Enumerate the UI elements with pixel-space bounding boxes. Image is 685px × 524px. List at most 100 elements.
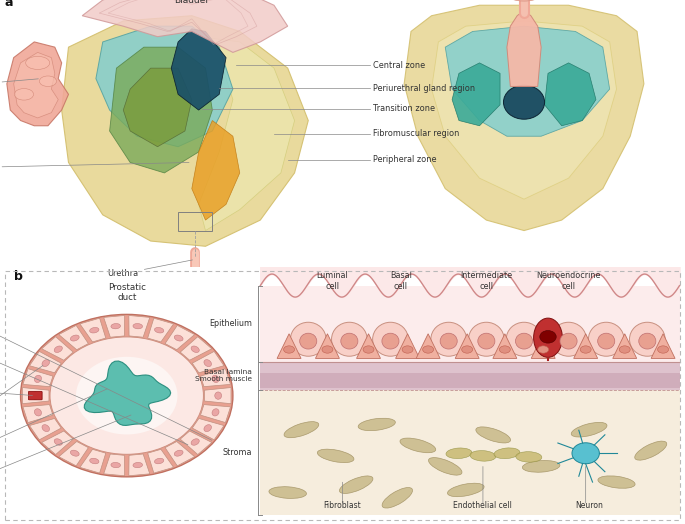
Text: Lumen: Lumen [0,389,107,453]
Text: Neuroendocrine
cell: Neuroendocrine cell [0,380,32,400]
Polygon shape [651,334,675,358]
Polygon shape [315,334,340,358]
Ellipse shape [619,346,630,353]
Ellipse shape [499,346,510,353]
Polygon shape [416,334,440,358]
Ellipse shape [551,322,586,356]
Ellipse shape [174,450,183,456]
Polygon shape [129,454,150,476]
Text: Bladder: Bladder [174,0,210,5]
Ellipse shape [212,375,219,383]
Polygon shape [29,419,61,440]
Ellipse shape [26,57,49,70]
Ellipse shape [560,333,577,349]
Polygon shape [356,334,381,358]
Text: Seminal
vesicle: Seminal vesicle [0,74,38,94]
Ellipse shape [508,0,540,1]
Polygon shape [59,442,88,466]
Polygon shape [507,10,541,86]
Ellipse shape [440,333,457,349]
Ellipse shape [111,323,121,329]
Ellipse shape [523,461,560,472]
Polygon shape [180,431,212,454]
Ellipse shape [71,335,79,341]
Ellipse shape [373,322,408,356]
Text: Basal lamina
Smooth muscle: Basal lamina Smooth muscle [195,369,252,383]
Polygon shape [192,121,240,220]
Ellipse shape [300,333,316,349]
Ellipse shape [516,333,532,349]
Ellipse shape [42,424,49,432]
Ellipse shape [341,333,358,349]
Ellipse shape [588,322,624,356]
Ellipse shape [476,427,510,443]
Ellipse shape [155,328,164,333]
Polygon shape [14,52,58,118]
Polygon shape [165,325,195,350]
Polygon shape [531,334,555,358]
FancyBboxPatch shape [260,373,680,388]
Polygon shape [84,361,171,425]
Polygon shape [171,29,226,110]
Text: Luminal cell: Luminal cell [0,365,43,424]
Text: Epithelium: Epithelium [209,319,252,328]
Ellipse shape [322,346,333,353]
Polygon shape [62,16,308,246]
Ellipse shape [402,346,413,353]
Ellipse shape [639,333,656,349]
Ellipse shape [284,422,319,438]
Text: Neuroendocrine
cell: Neuroendocrine cell [536,271,601,291]
Text: Peripheral zone: Peripheral zone [373,155,437,165]
Polygon shape [23,369,53,387]
Ellipse shape [133,323,142,329]
Ellipse shape [447,483,484,497]
Text: Luminal
cell: Luminal cell [316,271,348,291]
Ellipse shape [580,346,591,353]
Text: Prostatic
duct: Prostatic duct [108,283,146,302]
Polygon shape [396,334,419,358]
Polygon shape [80,318,105,342]
Polygon shape [493,334,516,358]
Text: Stroma: Stroma [223,448,252,457]
Polygon shape [110,47,212,173]
FancyBboxPatch shape [29,391,42,400]
Polygon shape [205,388,231,403]
Ellipse shape [332,322,367,356]
Ellipse shape [358,418,395,431]
Ellipse shape [506,322,542,356]
Polygon shape [455,334,480,358]
Ellipse shape [571,422,607,437]
Ellipse shape [400,438,436,453]
Polygon shape [573,334,598,358]
Bar [178,212,212,231]
Ellipse shape [39,76,56,86]
Ellipse shape [155,458,164,464]
Ellipse shape [90,328,99,333]
Ellipse shape [54,346,62,353]
Polygon shape [201,405,230,422]
Ellipse shape [212,409,219,416]
Ellipse shape [446,448,472,458]
Polygon shape [29,352,61,373]
Ellipse shape [111,462,121,468]
Ellipse shape [503,85,545,119]
Polygon shape [201,369,230,387]
Ellipse shape [516,452,542,462]
Ellipse shape [204,424,212,432]
Polygon shape [180,337,212,360]
Ellipse shape [133,462,142,468]
Ellipse shape [340,476,373,494]
Ellipse shape [470,451,496,461]
Ellipse shape [269,487,306,498]
Ellipse shape [71,450,79,456]
Polygon shape [123,68,192,147]
Text: Urethra: Urethra [108,260,192,278]
Text: Neuron: Neuron [575,501,603,510]
Ellipse shape [204,359,212,367]
Polygon shape [432,21,616,199]
Text: Transition zone: Transition zone [373,104,436,114]
Ellipse shape [658,346,669,353]
Polygon shape [545,63,596,126]
Polygon shape [23,405,53,422]
Ellipse shape [174,335,183,341]
